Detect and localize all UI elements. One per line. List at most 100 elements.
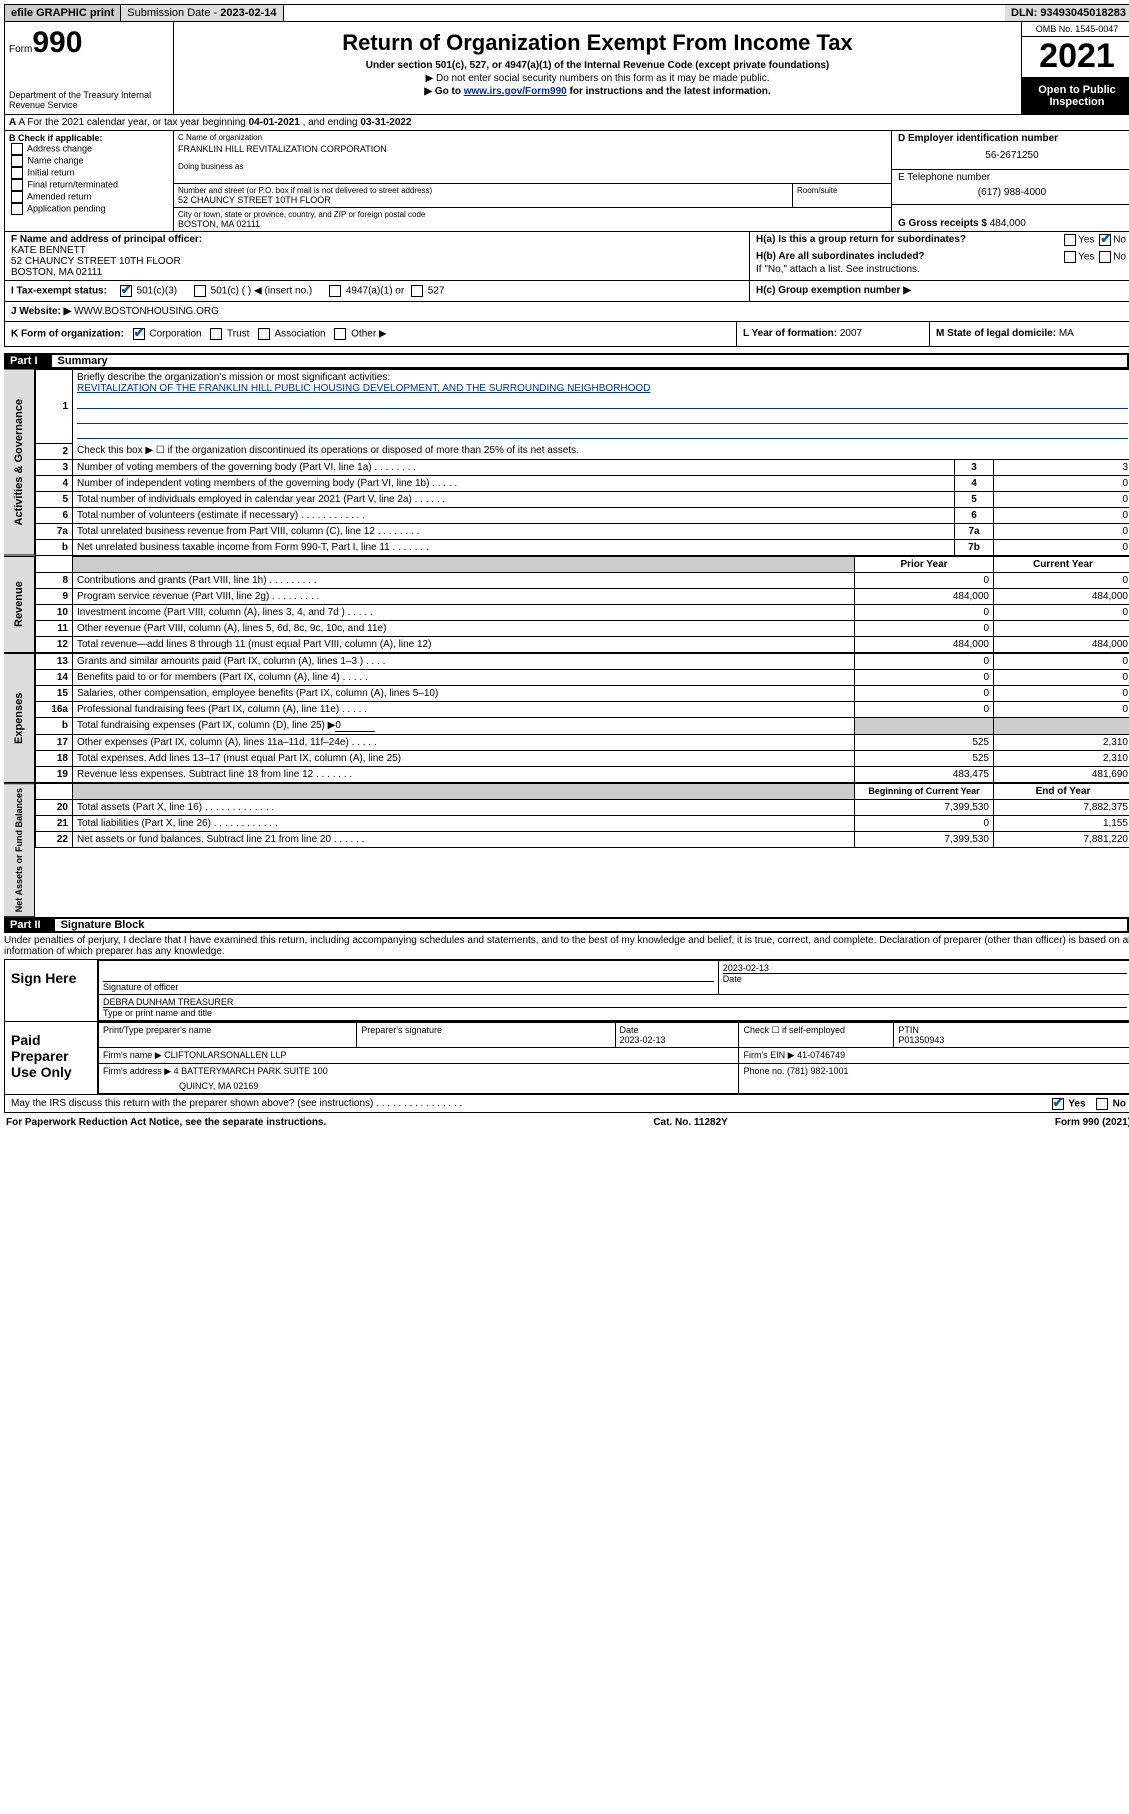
date-label2: Date bbox=[620, 1025, 639, 1035]
efile-label[interactable]: efile GRAPHIC print bbox=[5, 5, 121, 21]
tel-value: (617) 988-4000 bbox=[898, 183, 1126, 202]
checkbox-icon[interactable] bbox=[1064, 251, 1076, 263]
hdr-end: End of Year bbox=[994, 783, 1129, 799]
discuss-text: May the IRS discuss this return with the… bbox=[11, 1098, 462, 1109]
row-curr: 0 bbox=[994, 685, 1129, 701]
row-curr: 484,000 bbox=[994, 588, 1129, 604]
527-label: 527 bbox=[428, 286, 445, 297]
row-text: Revenue less expenses. Subtract line 18 … bbox=[73, 766, 855, 782]
row-val: 0 bbox=[994, 523, 1129, 539]
form-word: Form bbox=[9, 44, 32, 55]
table-expenses: 13Grants and similar amounts paid (Part … bbox=[35, 653, 1129, 783]
row-text: Other revenue (Part VIII, column (A), li… bbox=[73, 620, 855, 636]
paid-preparer-block: Paid Preparer Use Only Print/Type prepar… bbox=[4, 1022, 1129, 1095]
checkbox-icon[interactable] bbox=[11, 143, 23, 155]
tel-label: E Telephone number bbox=[898, 172, 1126, 183]
row-text: Total revenue—add lines 8 through 11 (mu… bbox=[73, 636, 855, 652]
table-row: 19Revenue less expenses. Subtract line 1… bbox=[36, 766, 1129, 782]
checkbox-icon[interactable] bbox=[334, 328, 346, 340]
colB-item-1: Name change bbox=[9, 155, 169, 167]
checkbox-icon[interactable] bbox=[194, 285, 206, 297]
row-prior: 0 bbox=[855, 669, 994, 685]
row-j: J Website: ▶ WWW.BOSTONHOUSING.ORG bbox=[4, 301, 1129, 321]
footer-right: Form 990 (2021) bbox=[1055, 1117, 1129, 1128]
table-row: 4Number of independent voting members of… bbox=[36, 475, 1129, 491]
room-label: Room/suite bbox=[797, 186, 887, 195]
city-value: BOSTON, MA 02111 bbox=[178, 219, 887, 229]
checkbox-icon[interactable] bbox=[1099, 251, 1111, 263]
checkbox-checked-icon[interactable] bbox=[133, 328, 145, 340]
checkbox-icon[interactable] bbox=[258, 328, 270, 340]
prep-name-label: Print/Type preparer's name bbox=[99, 1022, 357, 1047]
checkbox-icon[interactable] bbox=[1064, 234, 1076, 246]
officer-name: KATE BENNETT bbox=[11, 245, 743, 256]
row-prior: 525 bbox=[855, 734, 994, 750]
checkbox-icon[interactable] bbox=[11, 203, 23, 215]
page-footer: For Paperwork Reduction Act Notice, see … bbox=[4, 1113, 1129, 1132]
row-curr: 7,881,220 bbox=[994, 831, 1129, 847]
officer-typed-name: DEBRA DUNHAM TREASURER bbox=[103, 997, 1127, 1008]
table-row: 6Total number of volunteers (estimate if… bbox=[36, 507, 1129, 523]
row-curr: 484,000 bbox=[994, 636, 1129, 652]
table-row: 17Other expenses (Part IX, column (A), l… bbox=[36, 734, 1129, 750]
row-text: Number of independent voting members of … bbox=[73, 475, 955, 491]
form-note2: ▶ Go to www.irs.gov/Form990 for instruct… bbox=[184, 86, 1011, 97]
table-net: Beginning of Current YearEnd of Year 20T… bbox=[35, 783, 1129, 848]
part1-label: Part I bbox=[10, 355, 48, 367]
mission-line bbox=[77, 426, 1128, 439]
year-form-value: 2007 bbox=[840, 328, 862, 339]
preparer-table: Print/Type preparer's name Preparer's si… bbox=[98, 1022, 1129, 1094]
checkbox-icon[interactable] bbox=[411, 285, 423, 297]
row-prior: 7,399,530 bbox=[855, 799, 994, 815]
col-b: B Check if applicable: Address change Na… bbox=[5, 131, 174, 231]
firm-phone: (781) 982-1001 bbox=[787, 1066, 849, 1076]
irs-link[interactable]: www.irs.gov/Form990 bbox=[464, 86, 567, 97]
hdr-curr: Current Year bbox=[994, 556, 1129, 572]
checkbox-icon[interactable] bbox=[210, 328, 222, 340]
row-curr: 7,882,375 bbox=[994, 799, 1129, 815]
checkbox-checked-icon[interactable] bbox=[120, 285, 132, 297]
checkbox-icon[interactable] bbox=[1096, 1098, 1108, 1110]
checkbox-checked-icon[interactable] bbox=[1099, 234, 1111, 246]
rowA-begin: 04-01-2021 bbox=[249, 117, 300, 128]
declaration-text: Under penalties of perjury, I declare th… bbox=[4, 933, 1129, 959]
ein-label: D Employer identification number bbox=[898, 133, 1126, 144]
submission-label: Submission Date - bbox=[127, 7, 220, 19]
row-val: 0 bbox=[994, 475, 1129, 491]
table-row: 11Other revenue (Part VIII, column (A), … bbox=[36, 620, 1129, 636]
colB-item-4: Amended return bbox=[9, 191, 169, 203]
firm-ein: 41-0746749 bbox=[797, 1050, 845, 1060]
checkbox-icon[interactable] bbox=[11, 155, 23, 167]
row-curr: 1,155 bbox=[994, 815, 1129, 831]
table-row: 15Salaries, other compensation, employee… bbox=[36, 685, 1129, 701]
ha-label: H(a) Is this a group return for subordin… bbox=[756, 234, 966, 245]
form-subtitle: Under section 501(c), 527, or 4947(a)(1)… bbox=[184, 60, 1011, 71]
rowI-label: I Tax-exempt status: bbox=[11, 286, 107, 297]
self-employed-check: Check ☐ if self-employed bbox=[739, 1022, 894, 1047]
checkbox-icon[interactable] bbox=[11, 179, 23, 191]
501c3-label: 501(c)(3) bbox=[137, 286, 178, 297]
checkbox-icon[interactable] bbox=[11, 167, 23, 179]
table-row: 8Contributions and grants (Part VIII, li… bbox=[36, 572, 1129, 588]
row-val: 0 bbox=[994, 491, 1129, 507]
row-curr: 0 bbox=[994, 669, 1129, 685]
mission-text[interactable]: REVITALIZATION OF THE FRANKLIN HILL PUBL… bbox=[77, 383, 650, 394]
yes-label2: Yes bbox=[1078, 252, 1094, 263]
checkbox-checked-icon[interactable] bbox=[1052, 1098, 1064, 1110]
website-label: J Website: ▶ bbox=[11, 306, 74, 317]
row-text: Total assets (Part X, line 16) . . . . .… bbox=[73, 799, 855, 815]
checkbox-icon[interactable] bbox=[329, 285, 341, 297]
sign-here-label: Sign Here bbox=[5, 960, 98, 1021]
table-row: 10Investment income (Part VIII, column (… bbox=[36, 604, 1129, 620]
checkbox-icon[interactable] bbox=[11, 191, 23, 203]
rowA-mid: , and ending bbox=[303, 117, 361, 128]
note2-post: for instructions and the latest informat… bbox=[570, 86, 771, 97]
table-row: 16aProfessional fundraising fees (Part I… bbox=[36, 701, 1129, 717]
submission-cell: Submission Date - 2023-02-14 bbox=[121, 5, 283, 21]
row-val: 0 bbox=[994, 539, 1129, 555]
row16b-val: 0 bbox=[335, 720, 375, 732]
year-form-label: L Year of formation: bbox=[743, 328, 840, 339]
part2-header: Part II Signature Block bbox=[4, 917, 1129, 933]
discuss-row: May the IRS discuss this return with the… bbox=[4, 1095, 1129, 1113]
form-note1: ▶ Do not enter social security numbers o… bbox=[184, 73, 1011, 84]
